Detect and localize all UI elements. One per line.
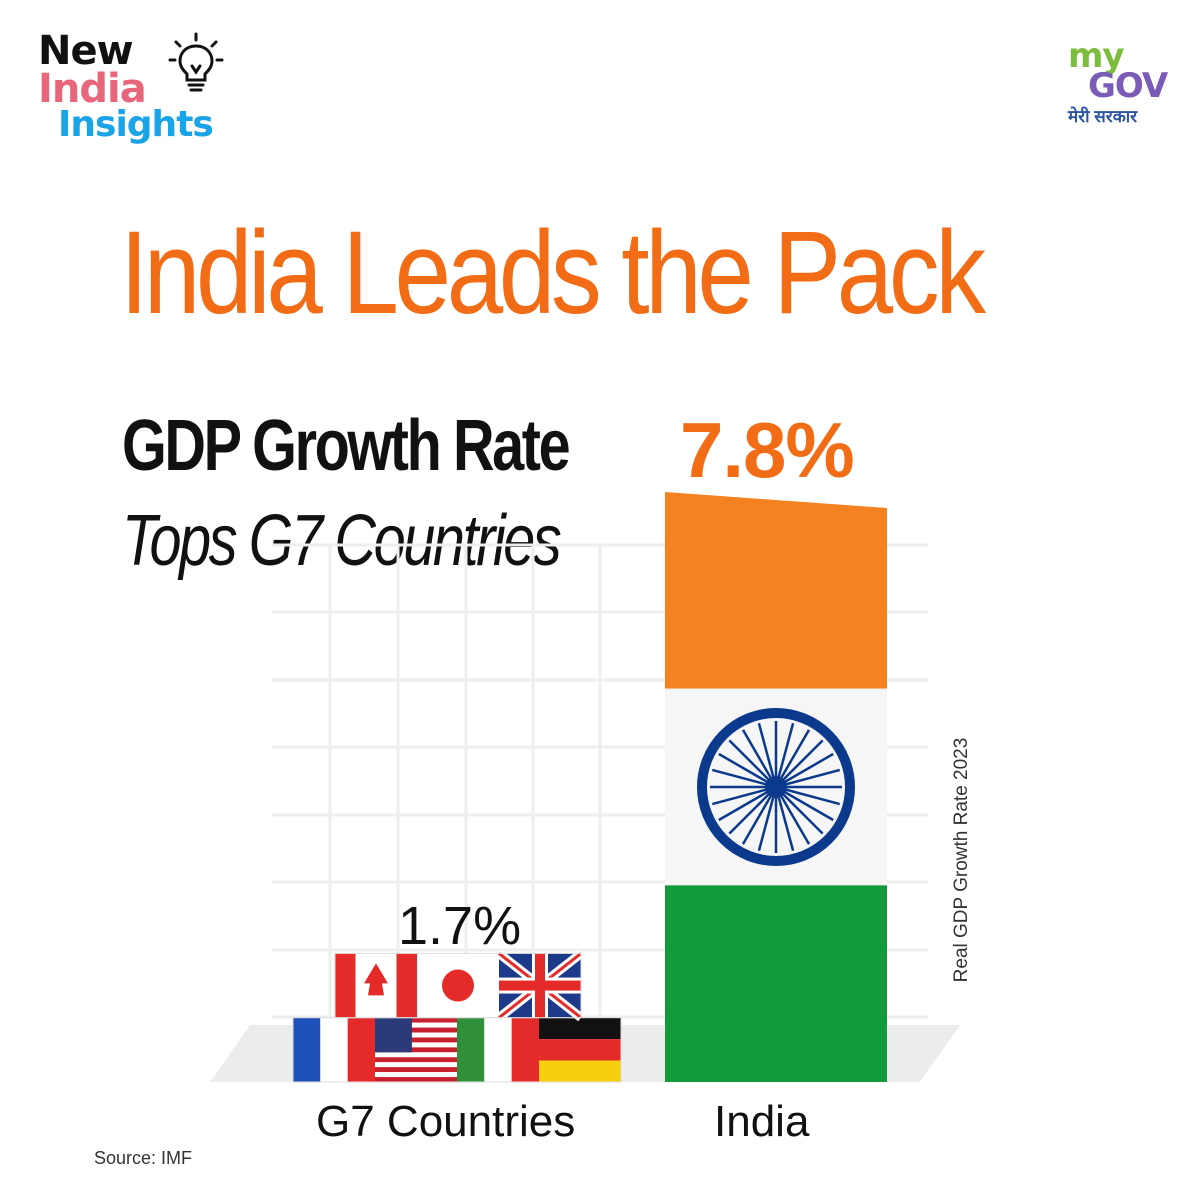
- logo-text-india: India: [38, 66, 147, 112]
- chakra-spoke: [741, 729, 778, 788]
- chakra-spoke: [757, 722, 778, 788]
- usa-flag-stripe: [375, 1037, 457, 1043]
- japan-flag-sun: [442, 969, 474, 1002]
- italy-flag-icon: [457, 1017, 485, 1082]
- usa-flag-stripe: [375, 1072, 457, 1078]
- chakra-spoke: [774, 722, 795, 788]
- g7-value-label: 1.7%: [398, 896, 522, 956]
- chart-bars: [292, 492, 887, 1083]
- canada-flag-left: [335, 953, 356, 1018]
- usa-flag-stripe: [375, 1052, 457, 1058]
- chakra-spoke: [774, 729, 811, 788]
- source-note: Source: IMF: [94, 1148, 193, 1168]
- logo-text-insights: Insights: [58, 104, 214, 145]
- germany-flag-red: [539, 1039, 621, 1061]
- chakra-spoke: [775, 768, 841, 789]
- usa-flag-icon: [375, 1017, 412, 1053]
- new-india-insights-logo: New India Insights: [38, 28, 238, 158]
- mygov-text-gov: GOV: [1088, 66, 1168, 106]
- chakra-spoke: [775, 786, 824, 835]
- usa-flag-stripe: [375, 1032, 457, 1038]
- chakra-spoke: [718, 752, 777, 789]
- usa-flag-stripe: [375, 1062, 457, 1068]
- usa-flag-stripe: [375, 1017, 457, 1023]
- usa-flag-stripe: [375, 1077, 457, 1082]
- maple-leaf-icon: [364, 963, 388, 996]
- chakra-spoke: [775, 785, 834, 822]
- chakra-spoke: [774, 786, 795, 852]
- india-bar-saffron: [665, 492, 887, 689]
- category-label-india: India: [714, 1097, 810, 1146]
- headline: India Leads the Pack: [120, 207, 986, 339]
- mygov-tagline: मेरी सरकार: [1068, 107, 1138, 126]
- mygov-text-my: my: [1068, 36, 1125, 76]
- ashoka-chakra-icon: [697, 708, 855, 866]
- chakra-spoke: [775, 739, 824, 788]
- chakra-spoke: [741, 786, 778, 845]
- italy-flag-red: [511, 1017, 539, 1082]
- uk-flag-cross-red: [499, 980, 581, 991]
- chakra-spoke: [711, 785, 777, 806]
- lightbulb-icon: [168, 32, 224, 92]
- usa-flag-stripe: [375, 1047, 457, 1053]
- germany-flag-gold: [539, 1060, 621, 1082]
- usa-flag-stripe: [375, 1057, 457, 1063]
- france-flag-red: [347, 1017, 375, 1082]
- chakra-spoke: [774, 786, 811, 845]
- france-flag-white: [320, 1017, 348, 1082]
- germany-flag-icon: [539, 1017, 621, 1040]
- india-bar-green: [665, 885, 887, 1082]
- chakra-spoke: [711, 768, 777, 789]
- italy-flag-white: [484, 1017, 512, 1082]
- canada-flag-right: [396, 953, 417, 1018]
- india-value-label: 7.8%: [680, 406, 855, 494]
- usa-flag-stripe: [375, 1067, 457, 1073]
- g7-bar-outline: [334, 952, 582, 1019]
- logo-text-new: New: [38, 28, 134, 74]
- chakra-spoke: [718, 785, 777, 822]
- usa-flag-stripe: [375, 1022, 457, 1028]
- usa-flag-stripe: [375, 1042, 457, 1048]
- chakra-spoke: [728, 786, 777, 835]
- chakra-spoke: [775, 752, 834, 789]
- usa-flag-stripe: [375, 1027, 457, 1033]
- mygov-logo: my GOV मेरी सरकार: [1060, 36, 1180, 136]
- category-label-g7: G7 Countries: [316, 1097, 576, 1146]
- chakra-spoke: [775, 785, 841, 806]
- france-flag-icon: [293, 1017, 321, 1082]
- chart-subtitle-italic: Tops G7 Countries: [122, 501, 562, 581]
- chakra-spoke: [757, 786, 778, 852]
- chakra-spoke: [728, 739, 777, 788]
- chart-subtitle: GDP Growth Rate: [122, 406, 571, 486]
- y-axis-label: Real GDP Growth Rate 2023: [951, 737, 972, 983]
